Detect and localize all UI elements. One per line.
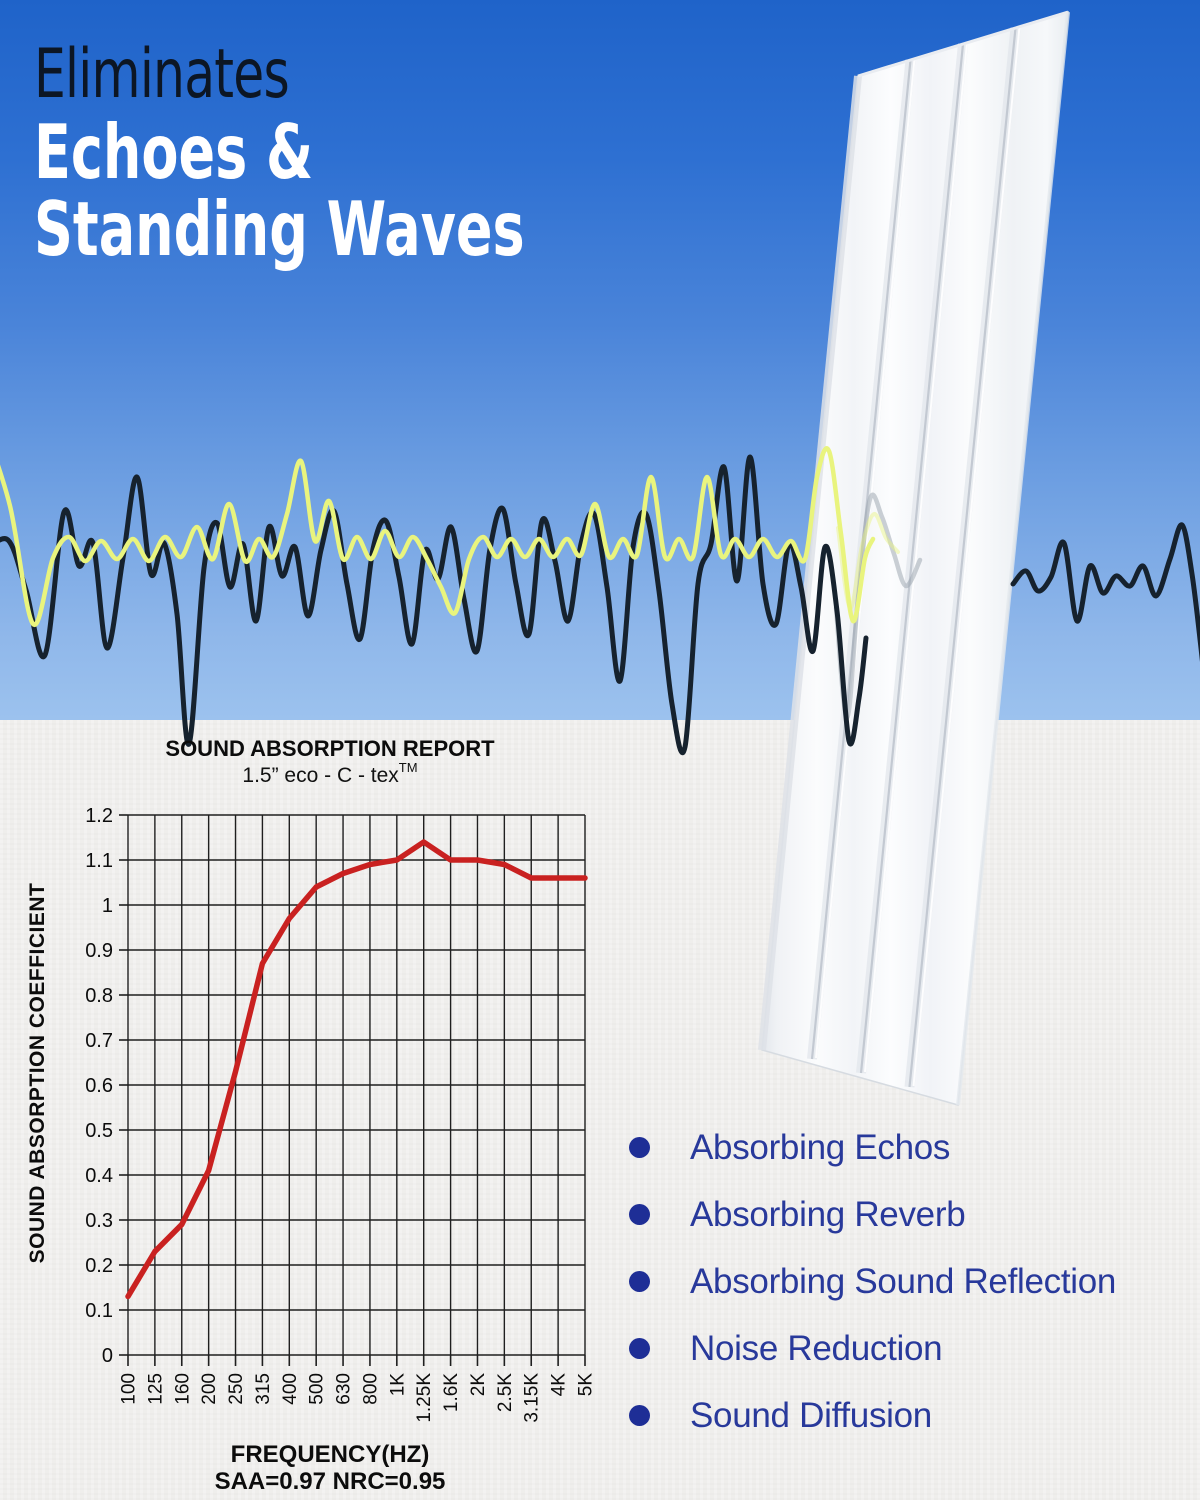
feature-label: Absorbing Reverb [690, 1194, 966, 1234]
y-tick-label: 0.7 [85, 1030, 113, 1052]
acoustic-panel-image [758, 10, 1070, 1106]
absorption-line [125, 839, 588, 1300]
x-tick-label: 250 [226, 1373, 247, 1405]
headline-standing-waves: Standing Waves [34, 185, 525, 273]
feature-label: Sound Diffusion [690, 1395, 932, 1435]
x-tick-label: 1K [387, 1373, 408, 1397]
sound-wave-incoming-yellow [0, 446, 876, 627]
y-tick-label: 0.8 [85, 985, 113, 1007]
feature-label: Absorbing Sound Reflection [690, 1261, 1117, 1301]
x-tick-label: 5K [576, 1373, 597, 1397]
sound-wave-incoming [0, 454, 869, 756]
bullet-dot-icon [629, 1271, 650, 1292]
y-tick-label: 0.2 [85, 1255, 113, 1277]
y-axis-title: SOUND ABSORPTION COEFFICIENT [26, 882, 49, 1264]
feature-label: Noise Reduction [690, 1328, 943, 1368]
y-tick-label: 0 [102, 1345, 113, 1367]
y-tick-label: 0.4 [85, 1165, 113, 1187]
feature-item: Noise Reduction [629, 1315, 1116, 1382]
sound-wave-attenuated [1010, 522, 1200, 662]
bullet-dot-icon [629, 1405, 650, 1426]
feature-label: Absorbing Echos [690, 1127, 951, 1167]
y-tick-label: 0.3 [85, 1210, 113, 1232]
bullet-dot-icon [629, 1204, 650, 1225]
chart-footnote-saa-nrc: SAA=0.97 NRC=0.95 [214, 1468, 446, 1495]
headline-eliminates: Eliminates [34, 35, 290, 114]
headline-echoes: Echoes & [34, 108, 314, 196]
trademark-sup: TM [398, 760, 418, 775]
absorption-chart: 0 0.1 0.2 0.3 0.4 0.5 0.6 0.7 0.8 0.9 1 1.1 1.2 100 12… [85, 805, 597, 1423]
bullet-dot-icon [629, 1338, 650, 1359]
y-tick-label: 0.5 [85, 1120, 113, 1142]
x-tick-label: 125 [145, 1373, 166, 1405]
y-tick-label: 0.6 [85, 1075, 113, 1097]
x-tick-label: 4K [549, 1373, 570, 1397]
x-tick-label: 800 [360, 1373, 381, 1405]
x-tick-label: 3.15K [522, 1373, 543, 1423]
y-tick-label: 1.2 [85, 805, 113, 827]
feature-list: Absorbing Echos Absorbing Reverb Absorbi… [629, 1114, 1116, 1449]
feature-item: Sound Diffusion [629, 1382, 1116, 1449]
y-tick-label: 0.9 [85, 940, 113, 962]
x-tick-label: 400 [280, 1373, 301, 1405]
x-tick-label: 100 [119, 1373, 140, 1405]
y-tick-label: 1.1 [85, 850, 113, 872]
x-tick-label: 1.25K [414, 1373, 435, 1423]
x-tick-label: 2.5K [495, 1373, 516, 1412]
chart-title: SOUND ABSORPTION REPORT [165, 736, 495, 761]
x-tick-label: 315 [253, 1373, 274, 1405]
x-tick-label: 630 [334, 1373, 355, 1405]
feature-item: Absorbing Echos [629, 1114, 1116, 1181]
feature-item: Absorbing Sound Reflection [629, 1248, 1116, 1315]
x-tick-label: 500 [307, 1373, 328, 1405]
feature-item: Absorbing Reverb [629, 1181, 1116, 1248]
x-tick-label: 2K [468, 1373, 489, 1397]
chart-subtitle-text: 1.5” eco - C - tex [242, 764, 399, 787]
x-axis-title: FREQUENCY(HZ) [230, 1441, 430, 1468]
x-tick-label: 1.6K [441, 1373, 462, 1412]
bullet-dot-icon [629, 1137, 650, 1158]
x-tick-label: 160 [172, 1373, 193, 1405]
y-tick-label: 0.1 [85, 1300, 113, 1322]
x-tick-label: 200 [199, 1373, 220, 1405]
chart-subtitle: 1.5” eco - C - texTM [30, 760, 630, 788]
y-tick-label: 1 [102, 895, 113, 917]
paper-background [0, 720, 1200, 1500]
